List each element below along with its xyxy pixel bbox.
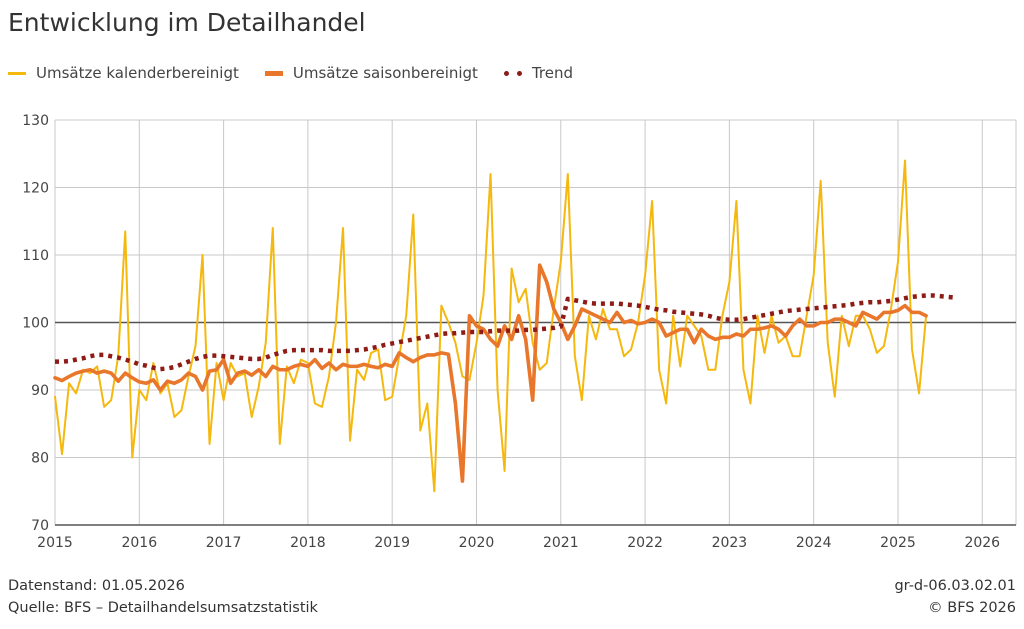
y-tick-label: 100 [22, 316, 49, 332]
legend-item-kalenderbereinigt[interactable]: Umsätze kalenderbereinigt [8, 64, 239, 82]
x-tick-label: 2024 [796, 535, 832, 551]
x-tick-label: 2026 [964, 535, 1000, 551]
x-tick-label: 2025 [880, 535, 916, 551]
x-tick-label: 2021 [543, 535, 579, 551]
legend: Umsätze kalenderbereinigt Umsätze saison… [8, 64, 599, 82]
footer-copyright: © BFS 2026 [928, 600, 1016, 616]
legend-swatch-trend [503, 70, 522, 76]
x-tick-label: 2019 [374, 535, 410, 551]
x-tick-label: 2015 [37, 535, 73, 551]
y-tick-label: 120 [22, 181, 49, 197]
series-line-kalenderbereinigt[interactable] [54, 159, 928, 493]
x-tick-label: 2020 [459, 535, 495, 551]
legend-label-kalenderbereinigt: Umsätze kalenderbereinigt [36, 64, 239, 82]
legend-label-saisonbereinigt: Umsätze saisonbereinigt [292, 64, 478, 82]
footer-quelle: Quelle: BFS – Detailhandelsumsatzstatist… [8, 600, 318, 616]
y-tick-label: 110 [22, 248, 49, 264]
legend-swatch-saisonbereinigt [264, 70, 283, 76]
legend-item-trend[interactable]: Trend [503, 64, 574, 82]
footer-datenstand: Datenstand: 01.05.2026 [8, 578, 185, 594]
footer-code: gr-d-06.03.02.01 [894, 578, 1016, 594]
chart-title: Entwicklung im Detailhandel [8, 8, 366, 37]
y-tick-label: 80 [31, 451, 49, 467]
legend-label-trend: Trend [531, 64, 574, 82]
line-chart: 70 80 90 100 110 120 130 2015 2016 2017 2018 2019 20… [22, 113, 1017, 551]
y-tick-label: 130 [22, 113, 49, 129]
x-tick-label: 2022 [627, 535, 663, 551]
legend-swatch-kalenderbereinigt [8, 71, 26, 75]
y-tick-label: 70 [31, 518, 49, 534]
series-line-saisonbereinigt[interactable] [53, 263, 928, 483]
x-tick-label: 2018 [290, 535, 326, 551]
x-tick-label: 2017 [206, 535, 242, 551]
legend-item-saisonbereinigt[interactable]: Umsätze saisonbereinigt [264, 64, 478, 82]
series-line-trend[interactable] [55, 293, 955, 372]
x-tick-label: 2016 [121, 535, 157, 551]
x-tick-label: 2023 [712, 535, 748, 551]
y-tick-label: 90 [31, 383, 49, 399]
